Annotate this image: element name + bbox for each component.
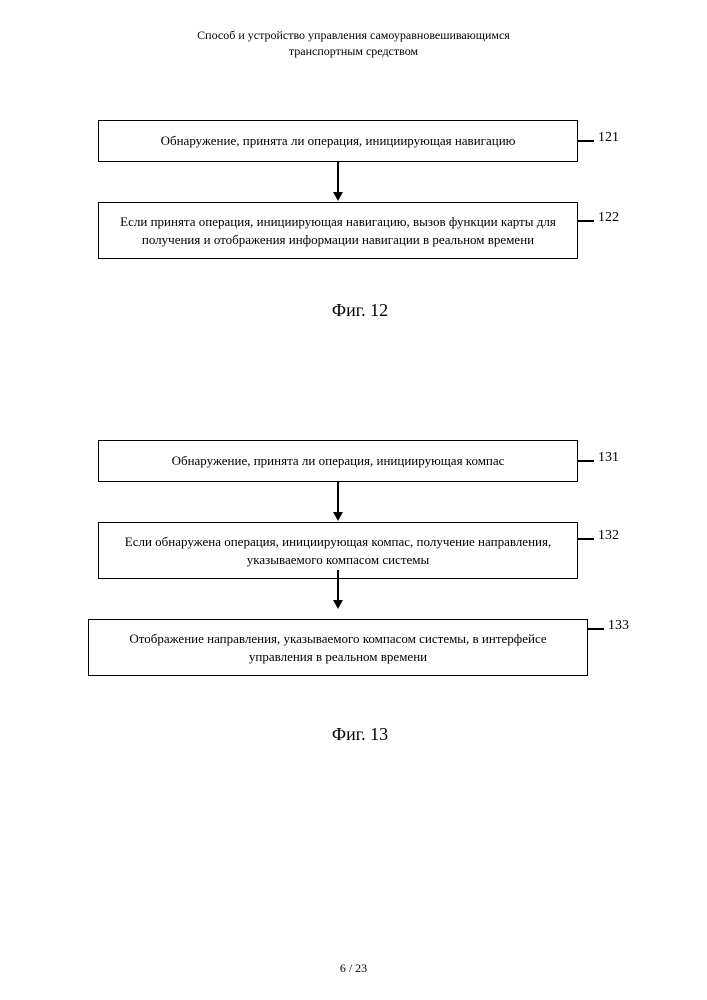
fig13-node-133: Отображение направления, указываемого ко… (88, 619, 588, 676)
figure-12: Обнаружение, принята ли операция, иниции… (80, 120, 640, 259)
fig13-label-131: 131 (598, 450, 619, 466)
header-line1: Способ и устройство управления самоуравн… (0, 28, 707, 44)
fig13-node-131-text: Обнаружение, принята ли операция, иниции… (172, 452, 505, 470)
fig13-node-133-text: Отображение направления, указываемого ко… (129, 631, 546, 664)
fig13-edge2-line (337, 570, 339, 602)
fig13-label-133: 133 (608, 618, 629, 634)
fig13-edge2-arrow (333, 600, 343, 609)
fig12-label-121: 121 (598, 130, 619, 146)
fig12-node-121: Обнаружение, принята ли операция, иниции… (98, 120, 578, 162)
fig12-node-122: Если принята операция, инициирующая нави… (98, 202, 578, 259)
page-footer: 6 / 23 (0, 961, 707, 976)
fig13-leader-133 (588, 628, 604, 630)
fig13-label-132: 132 (598, 528, 619, 544)
fig13-node-131: Обнаружение, принята ли операция, иниции… (98, 440, 578, 482)
fig12-edge-arrow (333, 192, 343, 201)
fig13-edge1-line (337, 482, 339, 514)
figure-13: Обнаружение, принята ли операция, иниции… (80, 440, 640, 676)
header-line2: транспортным средством (0, 44, 707, 60)
fig12-caption: Фиг. 12 (80, 300, 640, 321)
fig13-caption: Фиг. 13 (80, 724, 640, 745)
fig12-node-121-text: Обнаружение, принята ли операция, иниции… (161, 132, 516, 150)
fig12-leader-121 (578, 140, 594, 142)
fig13-leader-131 (578, 460, 594, 462)
fig12-node-122-text: Если принята операция, инициирующая нави… (120, 214, 556, 247)
fig13-node-132-text: Если обнаружена операция, инициирующая к… (125, 534, 551, 567)
fig12-label-122: 122 (598, 210, 619, 226)
fig12-leader-122 (578, 220, 594, 222)
page-header: Способ и устройство управления самоуравн… (0, 28, 707, 59)
fig13-edge1-arrow (333, 512, 343, 521)
fig12-edge-line (337, 162, 339, 194)
fig13-leader-132 (578, 538, 594, 540)
